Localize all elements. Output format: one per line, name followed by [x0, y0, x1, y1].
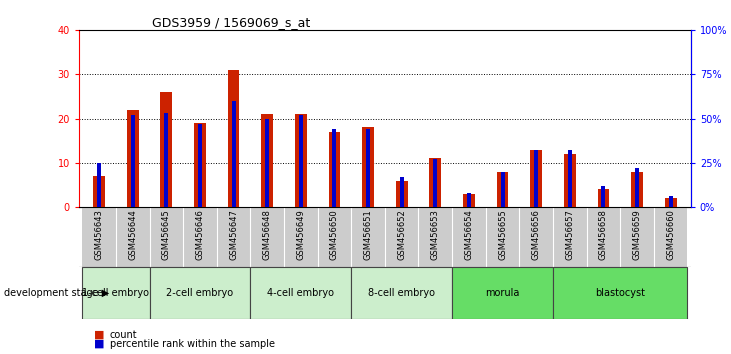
Bar [328, 132, 341, 207]
Bar [467, 193, 471, 207]
Bar [251, 207, 284, 267]
Bar [530, 149, 542, 207]
Text: 8-cell embryo: 8-cell embryo [368, 288, 435, 298]
Text: GSM456659: GSM456659 [632, 209, 642, 259]
Bar [519, 207, 553, 267]
Text: GSM456646: GSM456646 [195, 209, 205, 260]
Bar [183, 207, 217, 267]
Text: GSM456652: GSM456652 [397, 209, 406, 259]
Bar [198, 124, 202, 207]
Bar [299, 115, 303, 207]
Text: 4-cell embryo: 4-cell embryo [268, 288, 334, 298]
Bar [602, 186, 605, 207]
Bar [564, 154, 575, 207]
Bar [150, 207, 183, 267]
Text: GSM456654: GSM456654 [464, 209, 474, 259]
Bar [664, 198, 676, 207]
Bar [586, 207, 620, 267]
Bar [669, 196, 673, 207]
Bar [333, 129, 336, 207]
Bar [116, 207, 150, 267]
Bar [83, 267, 150, 319]
Bar [501, 172, 504, 207]
Bar [127, 110, 139, 207]
Text: GSM456653: GSM456653 [431, 209, 440, 260]
Bar [164, 113, 168, 207]
Bar [83, 207, 116, 267]
Bar [463, 194, 475, 207]
Text: percentile rank within the sample: percentile rank within the sample [110, 339, 275, 349]
Text: GSM456660: GSM456660 [666, 209, 675, 260]
Bar [217, 207, 251, 267]
Bar [395, 181, 408, 207]
Bar [429, 159, 442, 207]
Bar [385, 207, 418, 267]
Bar [352, 267, 452, 319]
Bar [261, 114, 273, 207]
Bar [265, 119, 269, 207]
Bar [352, 207, 385, 267]
Text: ■: ■ [94, 339, 104, 349]
Text: GSM456657: GSM456657 [565, 209, 575, 260]
Bar [485, 207, 519, 267]
Bar [553, 207, 586, 267]
Text: 1-cell embryo: 1-cell embryo [83, 288, 149, 298]
Bar [553, 267, 687, 319]
Text: GSM456650: GSM456650 [330, 209, 339, 259]
Bar [366, 129, 370, 207]
Bar [94, 176, 105, 207]
Bar [362, 127, 374, 207]
Text: GSM456658: GSM456658 [599, 209, 608, 260]
Bar [194, 123, 206, 207]
Text: GSM456644: GSM456644 [128, 209, 137, 259]
Bar [97, 163, 101, 207]
Bar [433, 159, 437, 207]
Text: 2-cell embryo: 2-cell embryo [167, 288, 233, 298]
Bar [295, 114, 307, 207]
Text: count: count [110, 330, 137, 339]
Bar [161, 92, 173, 207]
Bar [418, 207, 452, 267]
Text: GSM456643: GSM456643 [94, 209, 104, 260]
Text: GSM456647: GSM456647 [229, 209, 238, 260]
Bar [496, 172, 509, 207]
Bar [228, 70, 240, 207]
Text: GSM456645: GSM456645 [162, 209, 171, 259]
Text: development stage ▶: development stage ▶ [4, 288, 109, 298]
Bar [568, 150, 572, 207]
Bar [597, 189, 609, 207]
Bar [251, 267, 352, 319]
Text: GDS3959 / 1569069_s_at: GDS3959 / 1569069_s_at [152, 16, 311, 29]
Text: blastocyst: blastocyst [595, 288, 645, 298]
Text: GSM456656: GSM456656 [531, 209, 541, 260]
Bar [232, 101, 235, 207]
Text: GSM456649: GSM456649 [296, 209, 306, 259]
Bar [534, 150, 538, 207]
Bar [318, 207, 352, 267]
Bar [150, 267, 251, 319]
Text: ■: ■ [94, 330, 104, 339]
Bar [452, 267, 553, 319]
Bar [400, 177, 404, 207]
Bar [631, 172, 643, 207]
Text: GSM456651: GSM456651 [363, 209, 373, 259]
Bar [284, 207, 318, 267]
Text: GSM456655: GSM456655 [498, 209, 507, 259]
Bar [635, 168, 639, 207]
Bar [131, 115, 135, 207]
Bar [620, 207, 654, 267]
Bar [452, 207, 485, 267]
Text: morula: morula [485, 288, 520, 298]
Text: GSM456648: GSM456648 [262, 209, 272, 260]
Bar [654, 207, 687, 267]
